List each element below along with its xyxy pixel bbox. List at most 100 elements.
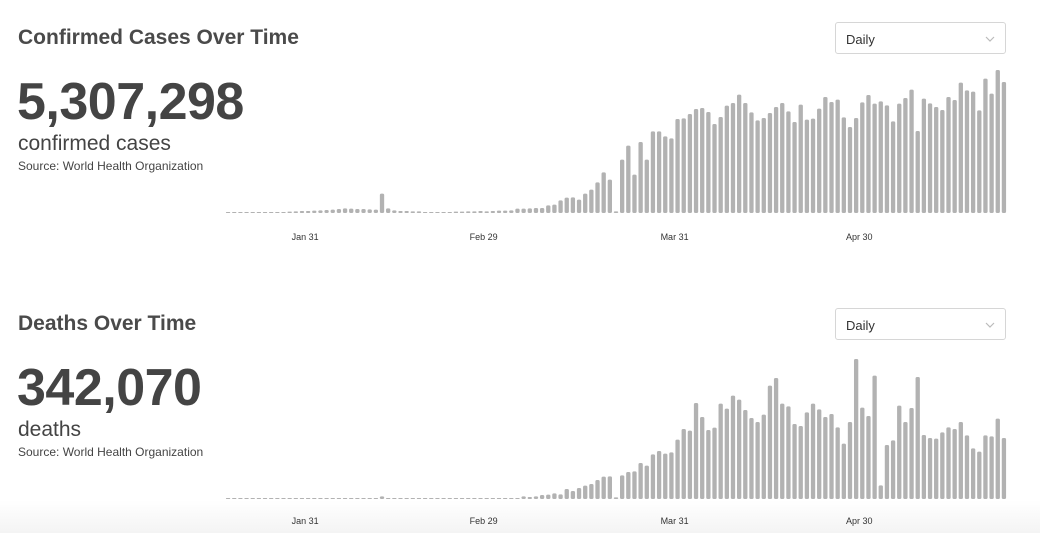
bar bbox=[330, 209, 335, 213]
bar bbox=[817, 409, 822, 499]
bar bbox=[786, 111, 791, 213]
bar bbox=[890, 440, 896, 499]
bar bbox=[903, 98, 908, 213]
bar bbox=[620, 475, 625, 499]
x-tick-label: Apr 30 bbox=[846, 232, 873, 242]
bar bbox=[687, 430, 693, 499]
bar bbox=[613, 497, 619, 499]
bar bbox=[570, 197, 576, 213]
source-label: Source: World Health Organization bbox=[18, 159, 204, 173]
bar bbox=[964, 90, 970, 213]
bar bbox=[324, 498, 329, 499]
bar bbox=[736, 94, 742, 213]
bar bbox=[324, 210, 329, 213]
bar bbox=[336, 209, 342, 213]
bar bbox=[952, 429, 957, 499]
bar bbox=[712, 124, 717, 213]
bar bbox=[558, 494, 563, 499]
bar bbox=[281, 498, 286, 499]
bar bbox=[496, 210, 502, 213]
bar bbox=[736, 399, 742, 499]
bar bbox=[232, 498, 237, 499]
bar bbox=[983, 435, 988, 499]
bar bbox=[866, 95, 871, 213]
bar bbox=[558, 200, 563, 213]
bar bbox=[336, 498, 342, 499]
bar bbox=[829, 102, 834, 213]
bar bbox=[860, 407, 865, 499]
interval-dropdown[interactable]: Daily bbox=[835, 22, 1006, 54]
bar bbox=[478, 498, 483, 499]
bar bbox=[472, 211, 477, 213]
bar bbox=[546, 205, 551, 213]
bar bbox=[293, 211, 298, 213]
bar bbox=[681, 118, 686, 213]
bar bbox=[238, 498, 243, 499]
bar bbox=[767, 113, 773, 213]
bar bbox=[250, 498, 255, 499]
bar bbox=[386, 498, 391, 499]
bar bbox=[342, 498, 348, 499]
bar bbox=[669, 452, 674, 499]
confirmed-section: Confirmed Cases Over Time 5,307,298 conf… bbox=[0, 0, 1040, 266]
bar bbox=[533, 208, 539, 213]
bar bbox=[884, 105, 890, 213]
bar bbox=[835, 99, 840, 213]
bar bbox=[447, 498, 452, 499]
bar bbox=[398, 211, 403, 213]
bar bbox=[527, 208, 532, 213]
source-label: Source: World Health Organization bbox=[18, 445, 204, 459]
bar bbox=[527, 497, 532, 499]
bar bbox=[940, 432, 945, 499]
bar bbox=[847, 127, 853, 213]
bar bbox=[706, 112, 711, 213]
bar bbox=[613, 211, 619, 213]
bar bbox=[620, 159, 625, 213]
bar bbox=[706, 430, 711, 499]
bar bbox=[404, 498, 409, 499]
dropdown-value: Daily bbox=[846, 32, 875, 47]
bar bbox=[521, 496, 526, 499]
bar bbox=[638, 463, 643, 499]
bar bbox=[884, 445, 890, 499]
bottom-fade bbox=[0, 500, 1040, 533]
bar bbox=[749, 418, 754, 499]
bar bbox=[804, 119, 810, 213]
bar bbox=[238, 212, 243, 213]
bar bbox=[496, 498, 502, 499]
bar bbox=[269, 212, 274, 213]
bar bbox=[607, 179, 612, 213]
bar bbox=[970, 91, 976, 213]
bar bbox=[472, 498, 477, 499]
bar bbox=[422, 212, 428, 213]
bar bbox=[934, 107, 939, 213]
bar bbox=[447, 212, 452, 213]
dropdown-value: Daily bbox=[846, 318, 875, 333]
bar bbox=[361, 498, 366, 499]
bar bbox=[355, 498, 360, 499]
unit-label: deaths bbox=[18, 418, 82, 441]
bar bbox=[312, 210, 317, 213]
bar bbox=[915, 377, 920, 499]
bar bbox=[484, 498, 489, 499]
bar bbox=[570, 491, 576, 499]
bar bbox=[897, 405, 902, 499]
bar bbox=[952, 100, 957, 213]
bar bbox=[921, 435, 927, 499]
x-tick-label: Feb 29 bbox=[470, 232, 498, 242]
bar bbox=[761, 118, 766, 213]
chevron-down-icon bbox=[985, 31, 995, 42]
bar bbox=[595, 182, 600, 213]
interval-dropdown[interactable]: Daily bbox=[835, 308, 1006, 340]
bar bbox=[958, 422, 963, 499]
bar bbox=[355, 209, 360, 213]
bar bbox=[509, 210, 514, 213]
bar bbox=[663, 136, 668, 213]
bar bbox=[940, 110, 945, 213]
bar bbox=[977, 110, 982, 213]
bar bbox=[1001, 82, 1007, 213]
bar bbox=[583, 193, 588, 213]
bar bbox=[386, 208, 391, 213]
